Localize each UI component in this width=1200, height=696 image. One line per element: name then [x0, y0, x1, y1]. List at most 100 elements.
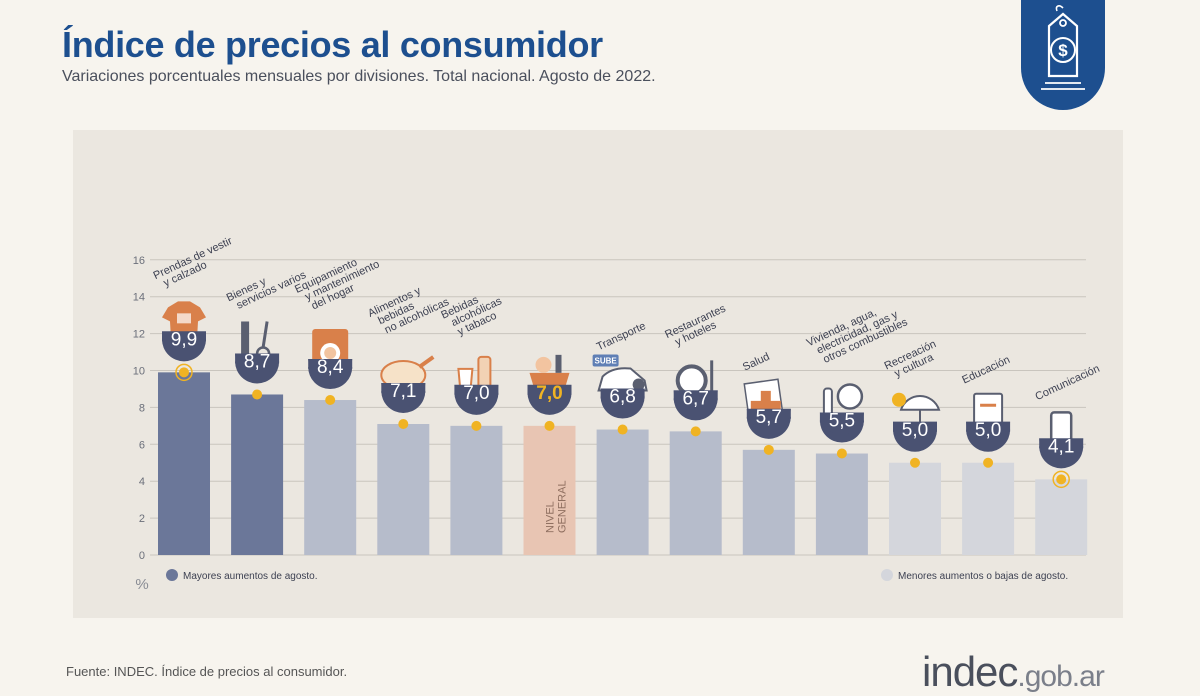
page-subtitle: Variaciones porcentuales mensuales por d… — [62, 68, 656, 85]
data-label: 6,7 — [682, 388, 708, 409]
y-tick-label: 0 — [139, 550, 145, 562]
y-tick-label: 14 — [133, 292, 145, 304]
bar — [377, 424, 430, 555]
y-tick-label: 2 — [139, 513, 145, 525]
value-bubble-face — [966, 421, 1011, 444]
highlight-ring — [175, 363, 193, 382]
value-bubble-face — [454, 384, 499, 407]
car-wheel — [632, 378, 645, 391]
value-bubble-face — [235, 353, 280, 376]
svg-text:$: $ — [1058, 41, 1068, 60]
data-label: 5,5 — [829, 411, 855, 432]
shirt-print — [177, 313, 191, 324]
value-bubble-face — [308, 359, 353, 382]
washing-machine-icon — [312, 329, 349, 368]
bar — [523, 425, 576, 555]
comb-shape — [241, 321, 250, 360]
bar — [158, 372, 210, 555]
bar — [450, 425, 503, 555]
basket-bottle — [555, 354, 562, 373]
bar — [304, 400, 357, 555]
value-bubble-face — [673, 390, 718, 413]
bulb-shape — [836, 383, 864, 410]
value-bubble-face — [381, 383, 426, 405]
value-dot — [617, 424, 628, 435]
value-dot — [763, 444, 774, 455]
lightbulb-icon — [822, 383, 864, 420]
value-dot — [398, 419, 409, 430]
value-dot — [471, 420, 482, 431]
y-tick-label: 6 — [139, 439, 145, 451]
value-dot — [179, 367, 189, 378]
value-bubble-face — [162, 331, 206, 354]
category-label: Restaurantesy hoteles — [663, 302, 732, 351]
bar-inner-label: NIVELGENERAL — [545, 480, 569, 533]
y-tick-label: 12 — [133, 329, 145, 341]
cross-shape — [750, 390, 781, 421]
data-label: 6,8 — [609, 387, 635, 408]
bar — [815, 453, 868, 555]
legend-swatch-top — [166, 569, 178, 581]
data-label: 5,7 — [756, 407, 782, 428]
legend-swatch-low — [881, 569, 893, 581]
logo-suffix: .gob.ar — [1017, 660, 1104, 693]
category-label: Recreacióny cultura — [883, 338, 943, 382]
bar — [1035, 479, 1088, 555]
value-dot — [544, 420, 555, 431]
category-label: Alimentos ybebidasno alcohólicas — [366, 276, 451, 340]
source-note: Fuente: INDEC. Índice de precios al cons… — [66, 664, 348, 679]
category-label: Comunicación — [1033, 363, 1101, 403]
bar-inner-label-line: NIVEL — [545, 501, 557, 533]
value-dot — [836, 448, 847, 459]
umbrella-shape — [899, 394, 941, 411]
shirt-icon — [162, 301, 206, 340]
price-tag-dollar-icon: $ — [1021, 0, 1105, 110]
data-label: 7,0 — [463, 383, 489, 404]
data-label: 7,0 — [536, 383, 562, 404]
y-axis-unit: % — [135, 576, 148, 593]
value-bubble-face — [1039, 438, 1084, 461]
data-label: 8,7 — [244, 351, 270, 372]
y-tick-label: 8 — [139, 402, 145, 414]
indec-logo: indec.gob.ar — [922, 648, 1105, 696]
value-bubble-face — [746, 408, 791, 431]
bar — [742, 449, 795, 555]
car-sube-icon: SUBE — [592, 354, 648, 392]
bar-inner-label-line: GENERAL — [557, 480, 569, 533]
category-label: Prendas de vestiry calzado — [152, 235, 240, 292]
bar — [596, 429, 649, 555]
category-label: Transporte — [595, 320, 648, 353]
chicken-leg — [418, 355, 435, 369]
washer-drum — [324, 347, 337, 360]
data-label: 4,1 — [1048, 436, 1074, 457]
y-tick-label: 16 — [133, 255, 145, 267]
value-bubble-face — [527, 384, 572, 407]
bar — [962, 462, 1015, 555]
category-label: Bebidasalcohólicasy tabaco — [439, 285, 509, 342]
sun-shape — [892, 392, 906, 407]
page-title: Índice de precios al consumidor — [62, 24, 603, 65]
legend-label-low: Menores aumentos o bajas de agosto. — [898, 571, 1068, 582]
bar — [669, 431, 722, 555]
legend-label-top: Mayores aumentos de agosto. — [183, 571, 318, 582]
y-tick-label: 4 — [139, 476, 145, 488]
chart-panel: 0 2 4 6 8 10 12 14 16% 9,9 Prendas de vestiry calz… — [73, 130, 1123, 618]
sube-card — [592, 354, 619, 367]
value-bubble-face — [819, 412, 864, 435]
value-bubble-face — [893, 421, 937, 444]
beach-umbrella-icon — [892, 392, 941, 428]
bar — [889, 462, 941, 555]
value-bubble-face — [600, 388, 645, 411]
scissor-blade — [261, 321, 269, 348]
basket-item — [535, 356, 552, 373]
y-tick-label: 10 — [133, 366, 145, 378]
category-label-line: Comunicación — [1033, 363, 1101, 403]
sube-card-text: SUBE — [594, 357, 617, 366]
value-dot — [252, 389, 263, 400]
data-label: 5,0 — [975, 420, 1001, 441]
logo-main: indec — [922, 648, 1018, 695]
value-dot — [983, 457, 994, 468]
data-label: 9,9 — [171, 329, 197, 350]
value-dot — [325, 395, 336, 406]
notebook-line — [980, 403, 997, 407]
